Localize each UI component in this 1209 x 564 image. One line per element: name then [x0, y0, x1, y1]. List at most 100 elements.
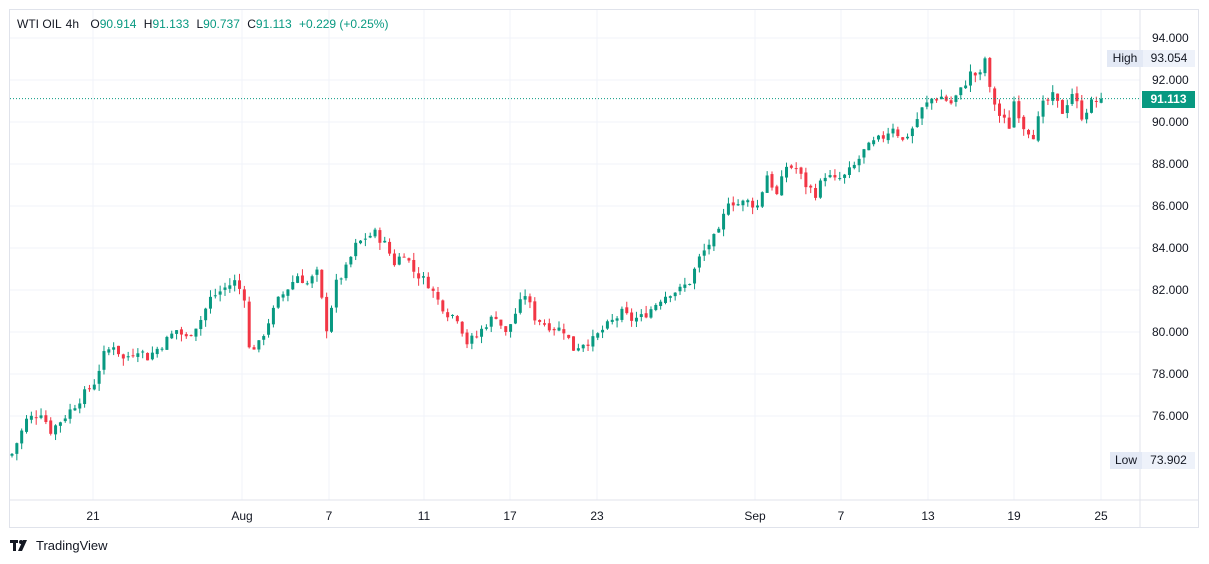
high-label: H — [143, 17, 153, 31]
candle-body — [107, 349, 111, 353]
candle-body — [68, 409, 72, 419]
candle-body — [843, 174, 847, 178]
candle-body — [785, 166, 789, 178]
candle-body — [712, 234, 716, 247]
candle-body — [344, 264, 348, 279]
candle-body — [189, 335, 193, 337]
candle-body — [973, 72, 977, 76]
candle-body — [838, 178, 842, 180]
candle-body — [20, 430, 24, 444]
candle-body — [630, 312, 634, 321]
candle-body — [112, 347, 116, 350]
candle-body — [964, 85, 968, 89]
candle-body — [407, 258, 411, 261]
candle-body — [557, 327, 561, 331]
candle-body — [639, 314, 643, 317]
candle-body — [949, 100, 953, 104]
candle-body — [847, 167, 851, 175]
candle-body — [634, 317, 638, 322]
candle-body — [741, 200, 745, 206]
last-price-badge: 91.113 — [1142, 91, 1195, 108]
candle-body — [184, 334, 188, 337]
candle-body — [620, 308, 624, 320]
candle-body — [562, 329, 566, 334]
candle-body — [668, 296, 672, 298]
candle-body — [567, 334, 571, 338]
change-value: +0.229 (+0.25%) — [299, 17, 389, 31]
candle-body — [547, 323, 551, 331]
candle-body — [160, 348, 164, 350]
candle-body — [876, 135, 880, 140]
candle-body — [993, 88, 997, 105]
candle-body — [170, 333, 174, 339]
candle-body — [663, 296, 667, 303]
candle-body — [852, 164, 856, 169]
candle-body — [1027, 130, 1031, 135]
candle-body — [528, 296, 532, 303]
candle-body — [678, 286, 682, 292]
candle-body — [867, 142, 871, 151]
brand-label: TradingView — [36, 538, 108, 553]
candle-body — [334, 279, 338, 308]
candle-body — [1060, 100, 1064, 114]
candle-body — [881, 135, 885, 139]
candle-body — [1041, 100, 1045, 117]
candle-body — [354, 242, 358, 257]
candle-body — [451, 314, 455, 316]
candle-body — [431, 288, 435, 291]
candle-body — [509, 324, 513, 332]
candle-body — [828, 175, 832, 178]
candle-body — [54, 425, 58, 435]
candle-body — [857, 158, 861, 166]
candle-body — [179, 329, 183, 335]
candle-body — [494, 316, 498, 319]
candle-body — [436, 291, 440, 300]
candle-body — [886, 133, 890, 141]
candle-body — [359, 240, 363, 244]
candle-body — [789, 165, 793, 168]
x-tick-label: 17 — [503, 509, 517, 523]
candle-body — [780, 176, 784, 196]
candle-body — [586, 344, 590, 346]
candle-body — [489, 316, 493, 327]
candle-body — [484, 327, 488, 329]
candle-body — [1022, 116, 1026, 130]
candle-body — [591, 336, 595, 347]
candle-body — [697, 256, 701, 268]
candle-body — [935, 99, 939, 101]
candle-body — [305, 283, 309, 285]
candle-body — [688, 283, 692, 285]
candle-body — [460, 321, 464, 334]
x-tick-label: 13 — [921, 509, 935, 523]
low-badge-value: 73.902 — [1142, 452, 1195, 469]
candle-body — [34, 417, 38, 419]
candle-body — [1002, 114, 1006, 118]
candle-body — [339, 278, 343, 280]
candle-body — [97, 370, 101, 384]
candle-body — [538, 320, 542, 322]
candle-body — [281, 294, 285, 298]
candle-body — [213, 295, 217, 297]
candle-body — [615, 318, 619, 321]
candle-body — [872, 140, 876, 145]
candle-body — [155, 348, 159, 355]
candle-body — [402, 256, 406, 258]
candle-body — [988, 57, 992, 87]
candle-body — [383, 240, 387, 243]
low-badge-label: Low — [1114, 453, 1137, 467]
y-tick-label: 78.000 — [1152, 367, 1189, 381]
candle-body — [654, 304, 658, 310]
candle-body — [238, 280, 242, 289]
candle-body — [480, 328, 484, 337]
candle-body — [722, 213, 726, 230]
candle-body — [823, 177, 827, 182]
candle-body — [1007, 117, 1011, 129]
candle-body — [392, 253, 396, 266]
high-value: 91.133 — [152, 17, 190, 31]
candle-body — [513, 313, 517, 324]
candle-body — [915, 119, 919, 128]
candle-body — [683, 284, 687, 288]
candle-body — [116, 345, 120, 355]
candle-body — [925, 102, 929, 107]
